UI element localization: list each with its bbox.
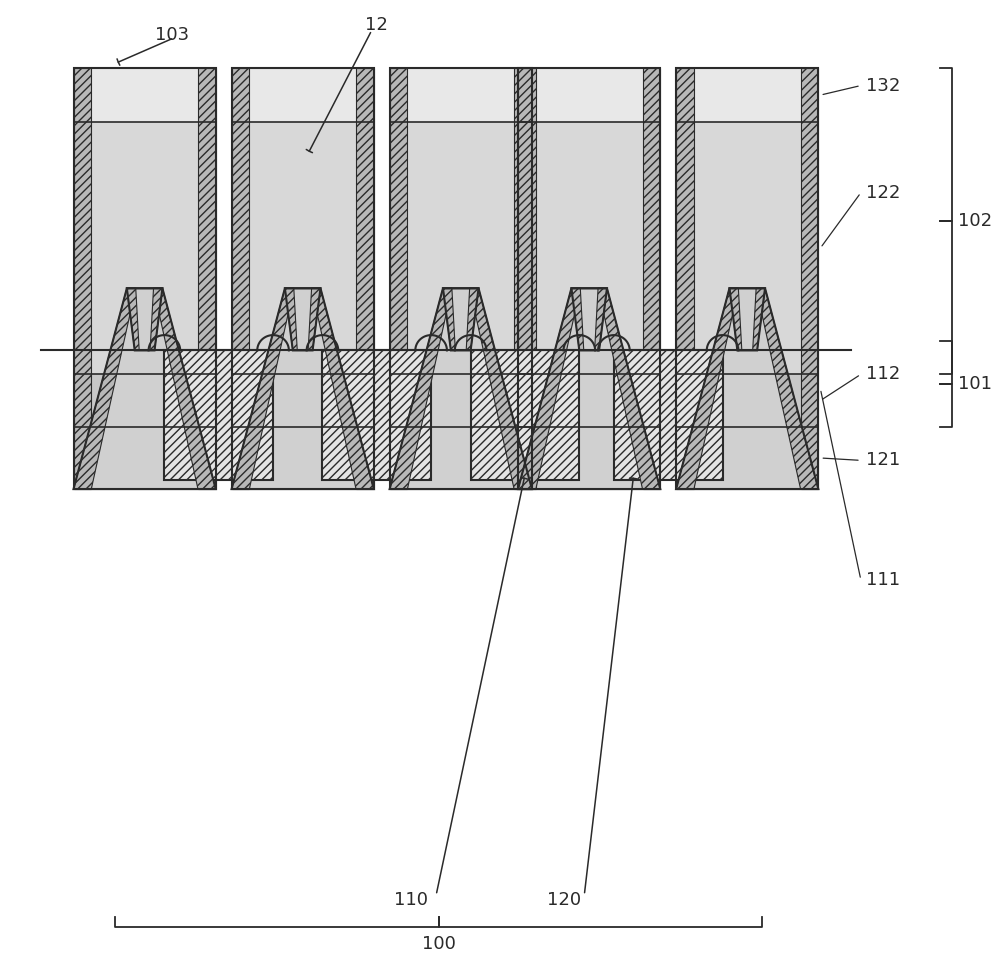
Polygon shape	[407, 289, 514, 489]
Bar	[518, 68, 536, 489]
Bar	[232, 68, 249, 489]
Polygon shape	[571, 289, 584, 350]
Bar	[74, 68, 216, 489]
Bar	[536, 374, 643, 427]
Bar	[91, 427, 198, 489]
Polygon shape	[729, 289, 742, 350]
Bar	[536, 68, 643, 122]
Polygon shape	[452, 289, 470, 350]
Bar	[471, 350, 579, 480]
Bar	[356, 68, 374, 489]
Bar	[694, 68, 801, 122]
Bar	[801, 68, 818, 489]
Bar	[676, 68, 818, 489]
Polygon shape	[308, 289, 320, 350]
Bar	[390, 68, 532, 489]
Polygon shape	[598, 289, 660, 489]
Polygon shape	[74, 289, 136, 489]
Bar	[322, 350, 431, 480]
Bar	[407, 427, 514, 489]
Polygon shape	[285, 289, 297, 350]
Text: 110: 110	[394, 891, 428, 909]
Polygon shape	[580, 289, 598, 350]
Polygon shape	[150, 289, 162, 350]
Text: 102: 102	[958, 212, 992, 230]
Polygon shape	[91, 289, 198, 489]
Text: 103: 103	[155, 26, 189, 44]
Bar	[390, 68, 407, 489]
Text: 122: 122	[866, 183, 900, 201]
Text: 101: 101	[958, 375, 992, 393]
Polygon shape	[312, 289, 374, 489]
Bar	[536, 427, 643, 489]
Bar	[164, 350, 273, 480]
Polygon shape	[232, 289, 294, 489]
Bar	[694, 374, 801, 427]
Bar	[91, 122, 198, 374]
Polygon shape	[136, 289, 154, 350]
Bar	[249, 427, 356, 489]
Text: 132: 132	[866, 77, 900, 95]
Text: 112: 112	[866, 365, 900, 384]
Polygon shape	[127, 289, 139, 350]
Polygon shape	[443, 289, 455, 350]
Bar	[536, 122, 643, 374]
Polygon shape	[470, 289, 532, 489]
Polygon shape	[738, 289, 756, 350]
Text: 12: 12	[365, 16, 388, 35]
Text: 111: 111	[866, 571, 900, 589]
Polygon shape	[756, 289, 818, 489]
Polygon shape	[294, 289, 312, 350]
Polygon shape	[518, 289, 580, 489]
Bar	[514, 68, 532, 489]
Polygon shape	[753, 289, 765, 350]
Bar	[643, 68, 660, 489]
Bar	[74, 68, 91, 489]
Bar	[407, 374, 514, 427]
Polygon shape	[154, 289, 216, 489]
Bar	[694, 122, 801, 374]
Text: 120: 120	[547, 891, 582, 909]
Bar	[407, 68, 514, 122]
Bar	[249, 68, 356, 122]
Bar	[518, 68, 660, 489]
Bar	[407, 122, 514, 374]
Polygon shape	[390, 289, 452, 489]
Polygon shape	[249, 289, 356, 489]
Bar	[249, 122, 356, 374]
Bar	[232, 68, 374, 489]
Polygon shape	[536, 289, 643, 489]
Bar	[198, 68, 216, 489]
Bar	[91, 68, 198, 122]
Text: 100: 100	[422, 935, 455, 953]
Bar	[694, 427, 801, 489]
Bar	[91, 374, 198, 427]
Bar	[614, 350, 723, 480]
Polygon shape	[595, 289, 607, 350]
Polygon shape	[676, 289, 738, 489]
Bar	[249, 374, 356, 427]
Polygon shape	[466, 289, 479, 350]
Bar	[676, 68, 694, 489]
Polygon shape	[694, 289, 801, 489]
Text: 121: 121	[866, 452, 900, 469]
